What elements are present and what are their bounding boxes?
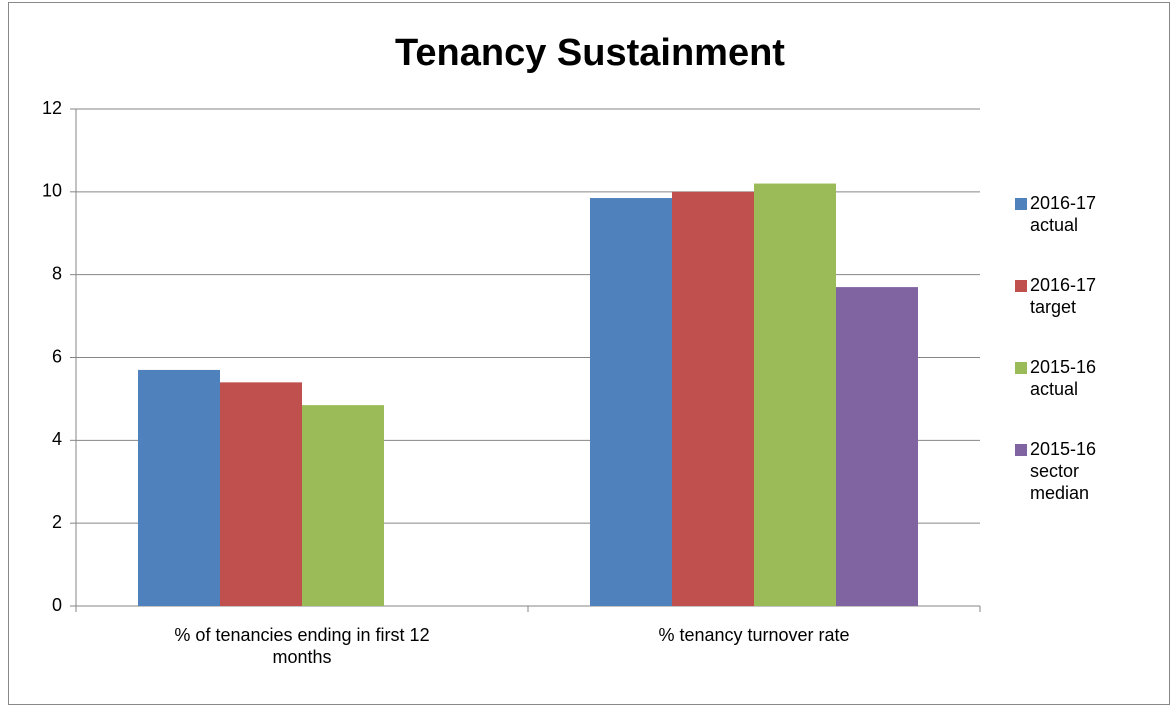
chart-title: Tenancy Sustainment (395, 32, 785, 74)
legend-label: 2015-16 sector median (1030, 439, 1096, 503)
legend-label: 2016-17 actual (1030, 193, 1096, 235)
y-tick-label: 8 (52, 263, 62, 283)
x-tick-label: % tenancy turnover rate (658, 625, 849, 645)
y-tick-label: 4 (52, 429, 62, 449)
legend-label: 2016-17 target (1030, 275, 1096, 317)
y-tick-label: 10 (42, 181, 62, 201)
x-tick-label: % of tenancies ending in first 12 months (174, 625, 429, 667)
y-tick-label: 2 (52, 512, 62, 532)
bar (754, 183, 836, 607)
legend-swatch (1015, 444, 1027, 456)
bar (672, 191, 754, 607)
bar (302, 405, 384, 606)
legend-label: 2015-16 actual (1030, 357, 1096, 399)
y-tick-label: 0 (52, 595, 62, 615)
bar (590, 198, 672, 606)
y-tick-label: 6 (52, 346, 62, 366)
legend-swatch (1015, 362, 1027, 374)
legend-swatch (1015, 280, 1027, 292)
y-tick-label: 12 (42, 98, 62, 118)
legend-swatch (1015, 198, 1027, 210)
bar (836, 287, 918, 606)
bar (220, 382, 302, 606)
bar (138, 369, 220, 606)
